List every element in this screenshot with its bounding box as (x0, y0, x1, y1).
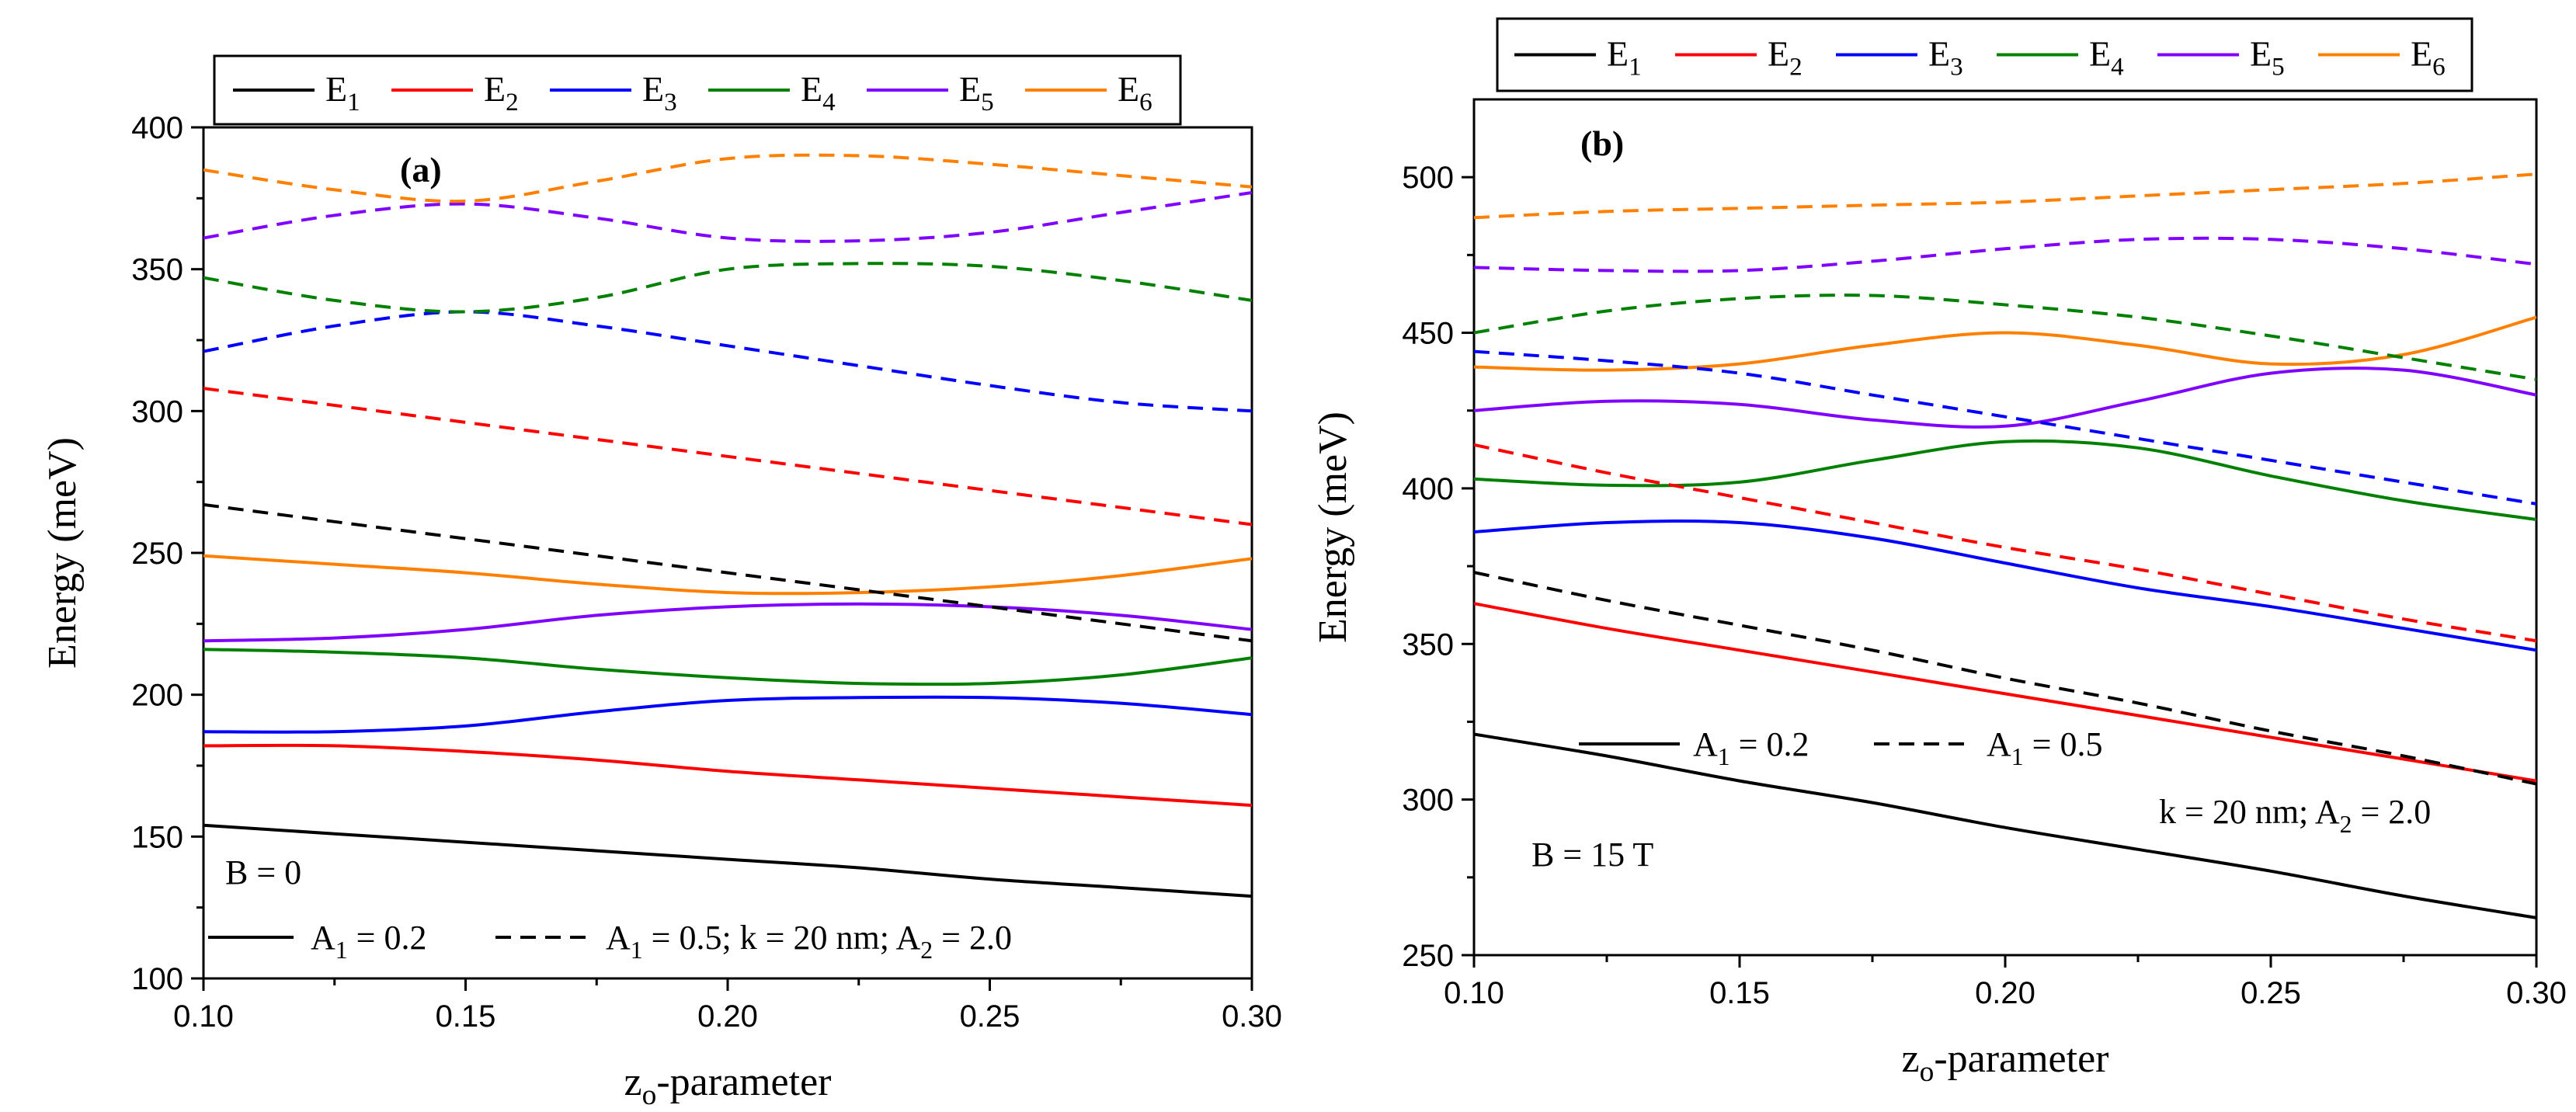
solid-key-label: A1 = 0.2 (311, 919, 426, 964)
x-tick-label: 0.15 (436, 999, 496, 1034)
series-line-e4-solid (1474, 439, 2536, 521)
x-tick-label: 0.30 (1222, 999, 1282, 1034)
x-axis-title: zo-parameter (1902, 1037, 2109, 1088)
field-annotation: B = 0 (225, 853, 301, 891)
series-line-e6-solid (1474, 315, 2536, 372)
series-line-e2-solid (203, 743, 1252, 808)
series-line-e4-dashed (203, 262, 1252, 314)
x-tick-label: 0.30 (2506, 976, 2567, 1010)
x-tick-label: 0.10 (1444, 976, 1504, 1010)
legend-label-e1: E1 (1607, 34, 1642, 82)
series-line-e2-solid (1474, 602, 2536, 783)
solid-key-label: A1 = 0.2 (1693, 725, 1809, 770)
legend-label-e5: E5 (959, 69, 994, 116)
legend-box (1496, 17, 2473, 92)
series-line-e6-solid (203, 554, 1252, 596)
series-line-e1-solid (1474, 732, 2536, 919)
legend-label-e2: E2 (1768, 34, 1803, 82)
y-tick-label: 300 (131, 394, 183, 429)
series-line-e1-solid (203, 823, 1252, 898)
y-tick-label: 150 (131, 820, 183, 854)
series-line-e5-dashed (1474, 236, 2536, 273)
series-line-e1-dashed (203, 502, 1252, 643)
legend-label-e4: E4 (2089, 34, 2124, 82)
field-annotation: B = 15 T (1531, 836, 1653, 874)
y-tick-label: 350 (131, 253, 183, 287)
legend-label-e3: E3 (1928, 34, 1963, 82)
series-line-e6-dashed (1474, 172, 2536, 220)
y-tick-label: 100 (131, 962, 183, 996)
y-tick-label: 400 (131, 111, 183, 145)
legend-label-e2: E2 (484, 69, 519, 116)
y-tick-label: 450 (1402, 317, 1454, 351)
y-axis-title: Energy (meV) (40, 437, 85, 669)
panel-a: 0.10 0.15 0.20 0.25 0.30 100 150 200 250 300 350 40… (40, 54, 1282, 1111)
series-group (203, 153, 1252, 898)
x-tick-label: 0.20 (1975, 976, 2035, 1010)
legend-label-e6: E6 (2411, 34, 2446, 82)
series-line-e4-dashed (1474, 294, 2536, 381)
series-line-e5-solid (203, 602, 1252, 643)
series-line-e3-solid (1474, 519, 2536, 652)
x-tick-label: 0.20 (697, 999, 758, 1034)
series-line-e5-dashed (203, 191, 1252, 243)
y-tick-label: 300 (1402, 784, 1454, 818)
series-line-e3-dashed (1474, 349, 2536, 506)
y-axis-title: Energy (meV) (1311, 412, 1355, 643)
series-line-e4-solid (203, 648, 1252, 686)
params-annotation: k = 20 nm; A2 = 2.0 (2159, 793, 2431, 838)
series-line-e2-dashed (1474, 443, 2536, 643)
series-line-e1-dashed (1474, 571, 2536, 786)
dashed-key-label: A1 = 0.5 (1987, 725, 2102, 770)
y-tick-label: 250 (131, 537, 183, 571)
plot-frame (202, 126, 1253, 980)
legend-label-e1: E1 (325, 69, 360, 116)
x-tick-label: 0.10 (173, 999, 234, 1034)
panel-label: (a) (400, 150, 442, 189)
series-line-e3-solid (203, 695, 1252, 734)
legend-label-e6: E6 (1118, 69, 1152, 116)
series-line-e2-dashed (203, 387, 1252, 526)
y-tick-label: 350 (1402, 627, 1454, 662)
x-tick-label: 0.25 (960, 999, 1020, 1034)
legend-box (213, 54, 1182, 126)
y-tick-label: 500 (1402, 161, 1454, 195)
dashed-key-label: A1 = 0.5; k = 20 nm; A2 = 2.0 (606, 919, 1012, 964)
series-line-e3-dashed (203, 310, 1252, 413)
series-line-e5-solid (1474, 367, 2536, 429)
x-axis-title: zo-parameter (624, 1060, 832, 1111)
legend-label-e4: E4 (801, 69, 836, 116)
x-tick-label: 0.15 (1709, 976, 1770, 1010)
series-line-e6-dashed (203, 153, 1252, 203)
legend-label-e5: E5 (2250, 34, 2285, 82)
y-tick-label: 250 (1402, 939, 1454, 973)
x-tick-label: 0.25 (2241, 976, 2301, 1010)
series-group (1474, 172, 2536, 919)
legend-label-e3: E3 (642, 69, 677, 116)
y-tick-label: 400 (1402, 472, 1454, 506)
panel-b: 0.10 0.15 0.20 0.25 0.30 250 300 350 400 450 500 En… (1311, 17, 2567, 1088)
panel-label: (b) (1580, 123, 1624, 163)
y-tick-label: 200 (131, 679, 183, 713)
